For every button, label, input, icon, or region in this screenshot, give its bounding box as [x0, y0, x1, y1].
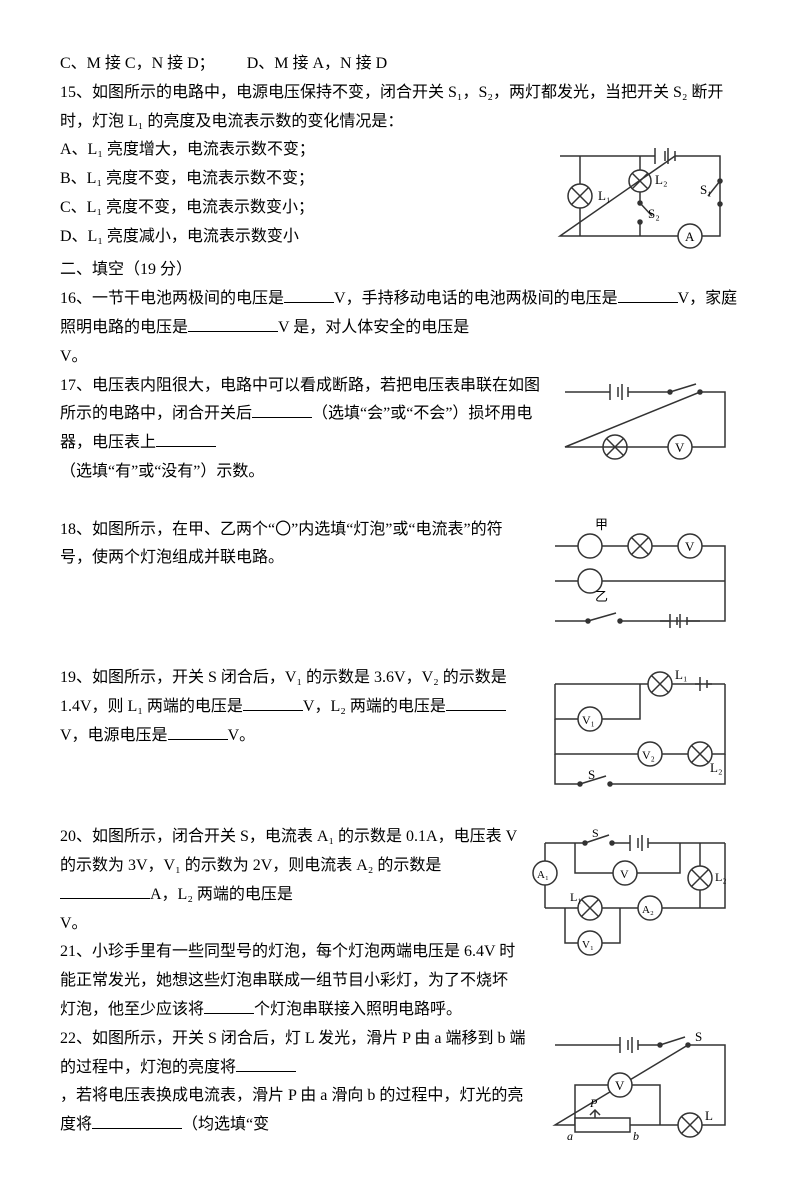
label-s2: S₂	[648, 206, 660, 221]
label-a: A	[685, 229, 695, 244]
q17-circuit-diagram: V	[550, 372, 740, 467]
label-v: V	[620, 867, 629, 881]
section-2-title: 二、填空（19 分）	[60, 256, 740, 285]
opt-d: D、M 接 A，N 接 D	[247, 55, 387, 72]
q14-options: C、M 接 C，N 接 D； D、M 接 A，N 接 D	[60, 50, 740, 79]
q17: 17、电压表内阻很大，电路中可以看成断路，若把电压表串联在如图所示的电路中，闭合…	[60, 372, 540, 487]
label-l1: L₁	[598, 188, 610, 203]
blank[interactable]	[446, 694, 506, 711]
label-v: V	[615, 1078, 625, 1093]
blank[interactable]	[236, 1055, 296, 1072]
label-jia: 甲	[595, 517, 608, 532]
blank[interactable]	[92, 1112, 182, 1129]
label-l1: L₁	[675, 667, 687, 682]
q15-opt-d: D、L₁ 亮度减小，电流表示数变小	[60, 223, 530, 252]
label-v1: V₁	[582, 939, 594, 951]
label-l2: L₂	[655, 172, 667, 187]
label-v2: V₂	[642, 748, 655, 762]
blank[interactable]	[252, 401, 312, 418]
label-a2: A₂	[642, 904, 654, 916]
q20-circuit-diagram: S A₁ V L₁ A₂ L₂ V₁	[530, 823, 740, 963]
label-v: V	[675, 440, 685, 455]
blank[interactable]	[156, 430, 216, 447]
q18-circuit-diagram: 甲 乙 V	[540, 516, 740, 636]
q16: 16、一节干电池两极间的电压是V，手持移动电话的电池两极间的电压是V，家庭照明电…	[60, 285, 740, 371]
label-s: S	[588, 767, 595, 782]
label-l2: L₂	[710, 760, 722, 775]
label-s: S	[592, 826, 599, 840]
q22: 22、如图所示，开关 S 闭合后，灯 L 发光，滑片 P 由 a 端移到 b 端…	[60, 1025, 530, 1140]
blank[interactable]	[284, 286, 334, 303]
blank[interactable]	[618, 286, 678, 303]
q15-opt-a: A、L₁ 亮度增大，电流表示数不变；	[60, 136, 530, 165]
q19: 19、如图所示，开关 S 闭合后，V₁ 的示数是 3.6V，V₂ 的示数是 1.…	[60, 664, 530, 750]
blank[interactable]	[60, 882, 150, 899]
opt-c: C、M 接 C，N 接 D；	[60, 55, 215, 72]
q15-opt-c: C、L₁ 亮度不变，电流表示数变小；	[60, 194, 530, 223]
label-v1: V₁	[582, 713, 595, 727]
label-s1: S₁	[700, 182, 712, 197]
blank[interactable]	[188, 315, 278, 332]
blank[interactable]	[243, 694, 303, 711]
label-s: S	[695, 1029, 702, 1044]
blank[interactable]	[204, 997, 254, 1014]
label-l2: L₂	[715, 870, 727, 884]
q18: 18、如图所示，在甲、乙两个“〇”内选填“灯泡”或“电流表”的符号，使两个灯泡组…	[60, 516, 530, 574]
q21: 21、小珍手里有一些同型号的灯泡，每个灯泡两端电压是 6.4V 时能正常发光，她…	[60, 938, 520, 1024]
label-l1: L₁	[570, 890, 582, 904]
label-a1: A₁	[537, 869, 549, 881]
label-l: L	[705, 1108, 713, 1123]
q15-opt-b: B、L₁ 亮度不变，电流表示数不变；	[60, 165, 530, 194]
label-p: P	[589, 1096, 598, 1110]
label-yi: 乙	[595, 589, 608, 604]
blank[interactable]	[168, 723, 228, 740]
label-v: V	[685, 539, 695, 554]
q20: 20、如图所示，闭合开关 S，电流表 A₁ 的示数是 0.1A，电压表 V 的示…	[60, 823, 520, 938]
q15-circuit-diagram: L₁ L₂ S₂ S₁ A	[540, 136, 740, 256]
q22-circuit-diagram: S V P a b L	[540, 1025, 740, 1145]
q15-stem: 15、如图所示的电路中，电源电压保持不变，闭合开关 S₁，S₂，两灯都发光，当把…	[60, 79, 740, 137]
q19-circuit-diagram: L₁ V₁ V₂ L₂ S	[540, 664, 740, 794]
